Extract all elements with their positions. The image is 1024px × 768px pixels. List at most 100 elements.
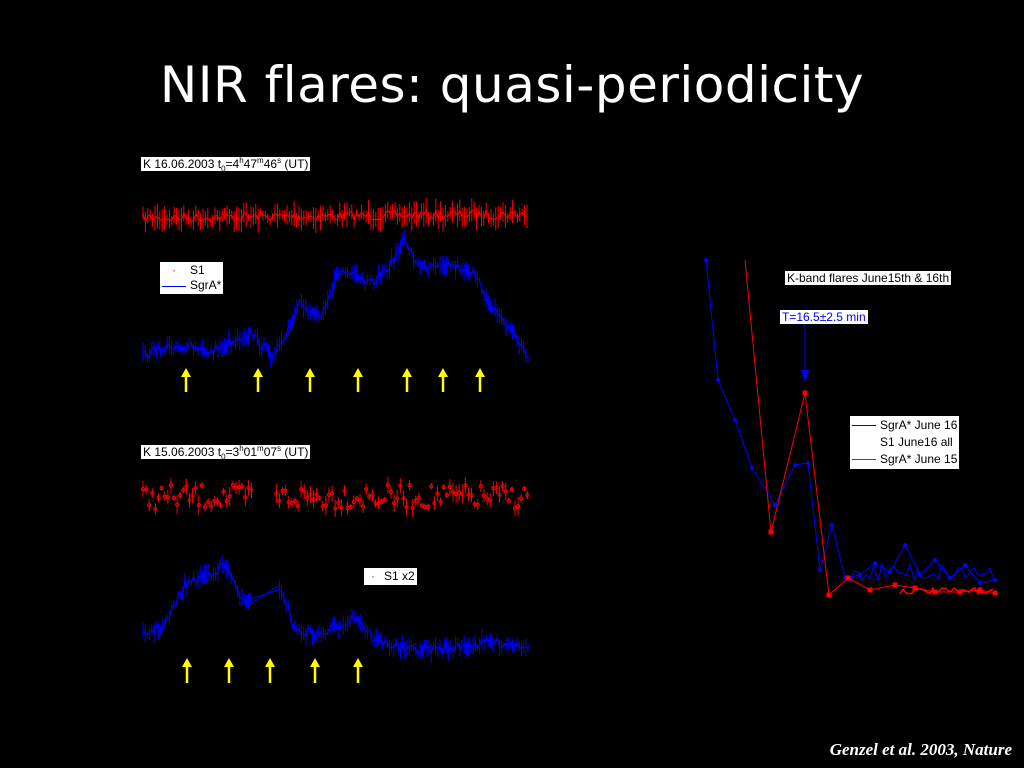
right-sgra-june16-point: [993, 578, 997, 582]
right-sgra-june16-point: [873, 561, 877, 565]
right-sgra-june16-point: [704, 258, 708, 262]
right-legend: SgrA* June 16 S1 June16 all SgrA* June 1…: [850, 416, 960, 469]
top-arrow-6-head: [438, 368, 448, 377]
bottom-header-prefix: K 15.06.2003 t: [143, 445, 222, 459]
top-sgra-series-errorbars: [142, 229, 529, 368]
bottom-header-min: 01: [243, 445, 258, 459]
bottom-s1-series-point: [165, 495, 170, 500]
bottom-s1-series-point: [522, 486, 527, 491]
right-sgra-june16-point: [830, 523, 834, 527]
bottom-s1-series-point: [277, 498, 282, 503]
bottom-s1-series-point: [224, 499, 229, 504]
top-header-sub: 0: [221, 164, 226, 174]
citation: Genzel et al. 2003, Nature: [829, 740, 1012, 759]
bottom-s1-series-point: [311, 497, 316, 502]
right-sgra-june15-point: [845, 575, 851, 581]
bottom-s1-series-point: [190, 493, 195, 498]
bottom-s1-series-point: [475, 502, 480, 507]
bottom-s1-series-point: [379, 499, 384, 504]
bottom-legend: · S1 x2: [364, 568, 417, 586]
right-sgra-june16-point: [793, 463, 797, 467]
bottom-header-s: s: [277, 444, 282, 453]
bottom-s1-series-point: [314, 492, 319, 497]
bottom-s1-series-point: [227, 494, 232, 499]
bottom-s1-series-point: [144, 487, 149, 492]
bottom-header-sub: 0: [221, 452, 226, 462]
bottom-s1-series-point: [168, 483, 173, 488]
bottom-sgra-gap-line: [251, 584, 281, 604]
bottom-s1-series-point: [299, 487, 304, 492]
bottom-s1-series-point: [333, 506, 338, 511]
bottom-s1-series-point: [494, 485, 499, 490]
bottom-s1-series-point: [209, 504, 214, 509]
bottom-s1-series-point: [500, 483, 505, 489]
bottom-arrow-2-head: [224, 658, 234, 667]
legend-item-sgra-june16: SgrA* June 16: [852, 417, 957, 434]
bottom-s1-series-point: [178, 493, 183, 498]
right-sgra-june16-point: [903, 543, 907, 547]
right-sgra-june16-point: [963, 563, 967, 567]
right-sgra-june16-point: [716, 378, 720, 382]
bottom-s1-series-point: [221, 489, 226, 494]
right-sgra-june16-point: [733, 418, 737, 422]
bottom-s1-series-point: [230, 482, 235, 488]
bottom-s1-series-point: [429, 484, 434, 489]
top-header-min: 47: [243, 157, 258, 171]
right-sgra-june16-point: [806, 461, 810, 465]
bottom-arrow-1-head: [182, 658, 192, 667]
bottom-s1-series-point: [218, 503, 223, 508]
top-header-m: m: [257, 156, 264, 165]
bottom-sgra-series-errorbars: [142, 555, 529, 664]
bottom-s1-series-point: [357, 498, 363, 503]
right-sgra-june15-point: [957, 589, 963, 595]
bottom-s1-series-point: [351, 500, 356, 505]
right-chart-title: K-band flares June15th & 16th: [785, 271, 952, 285]
legend-item-s1: · S1: [172, 263, 205, 278]
bottom-s1-series-point: [348, 505, 353, 510]
top-sgra-series-line: [142, 236, 529, 360]
bottom-s1-series-point: [199, 483, 204, 488]
right-sgra-june16-point: [888, 570, 892, 574]
bottom-s1-series-point: [274, 491, 279, 496]
bottom-header-sec: 07: [263, 445, 278, 459]
bottom-s1-series-point: [153, 506, 158, 512]
right-sgra-june16-point: [858, 573, 862, 577]
legend-s1-june16-label: S1 June16 all: [880, 435, 953, 449]
bottom-s1-series-point: [184, 484, 189, 489]
bottom-header-suffix: (UT): [284, 445, 309, 459]
bottom-s1-series-point: [283, 488, 288, 493]
right-sgra-june15-point: [912, 585, 918, 591]
bottom-s1-series-point: [410, 505, 415, 510]
bottom-s1-series-point: [416, 496, 421, 501]
bottom-s1-series-point: [401, 496, 406, 501]
bottom-s1-series-point: [525, 493, 530, 498]
right-sgra-june16-point: [773, 503, 777, 507]
bottom-s1-series-point: [156, 495, 161, 501]
period-annotation: T=16.5±2.5 min: [780, 310, 868, 324]
bottom-s1-series-point: [509, 487, 514, 492]
right-sgra-june16-point: [750, 466, 754, 470]
bottom-s1-series-point: [289, 500, 294, 506]
bottom-s1-series-point: [435, 491, 440, 496]
top-legend: · S1 SgrA*: [160, 262, 224, 295]
legend-item-sgra: SgrA*: [162, 278, 221, 293]
bottom-header-eq: =3: [225, 445, 240, 459]
right-sgra-june15-point: [867, 587, 873, 593]
bottom-s1-series-point: [407, 483, 412, 488]
legend-sgra-june16-label: SgrA* June 16: [880, 418, 958, 432]
bottom-s1-series-point: [323, 503, 328, 508]
bottom-s1-series-point: [354, 496, 359, 501]
bottom-s1-series-errorbars: [142, 476, 528, 517]
top-header-s: s: [277, 156, 282, 165]
right-sgra-june15-point: [977, 587, 983, 593]
bottom-s1-series-point: [469, 492, 474, 498]
bottom-s1-series-point: [193, 486, 198, 491]
bottom-s1-series-point: [404, 505, 409, 510]
bottom-s1-series-point: [426, 504, 431, 510]
bottom-s1-series-point: [460, 492, 465, 497]
bottom-s1-series-point: [308, 492, 313, 497]
bottom-s1-series-point: [196, 502, 201, 508]
bottom-s1-series-point: [361, 504, 366, 509]
bottom-s1-series-point: [370, 493, 375, 498]
bottom-s1-series-point: [463, 483, 468, 488]
